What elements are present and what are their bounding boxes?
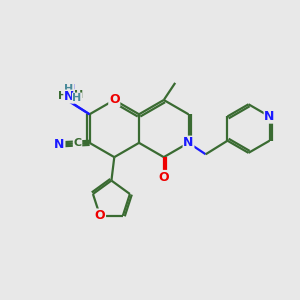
Text: N: N [65,83,75,97]
Text: N: N [183,136,194,149]
Text: H: H [58,91,67,101]
Text: O: O [109,94,120,106]
Text: N: N [264,110,275,123]
Text: H: H [64,84,74,94]
Text: C: C [74,139,82,148]
Text: O: O [95,209,105,222]
Text: N: N [64,90,74,103]
Text: H: H [74,90,83,100]
Text: O: O [158,171,169,184]
Text: H: H [72,93,82,103]
Text: N: N [54,138,65,151]
